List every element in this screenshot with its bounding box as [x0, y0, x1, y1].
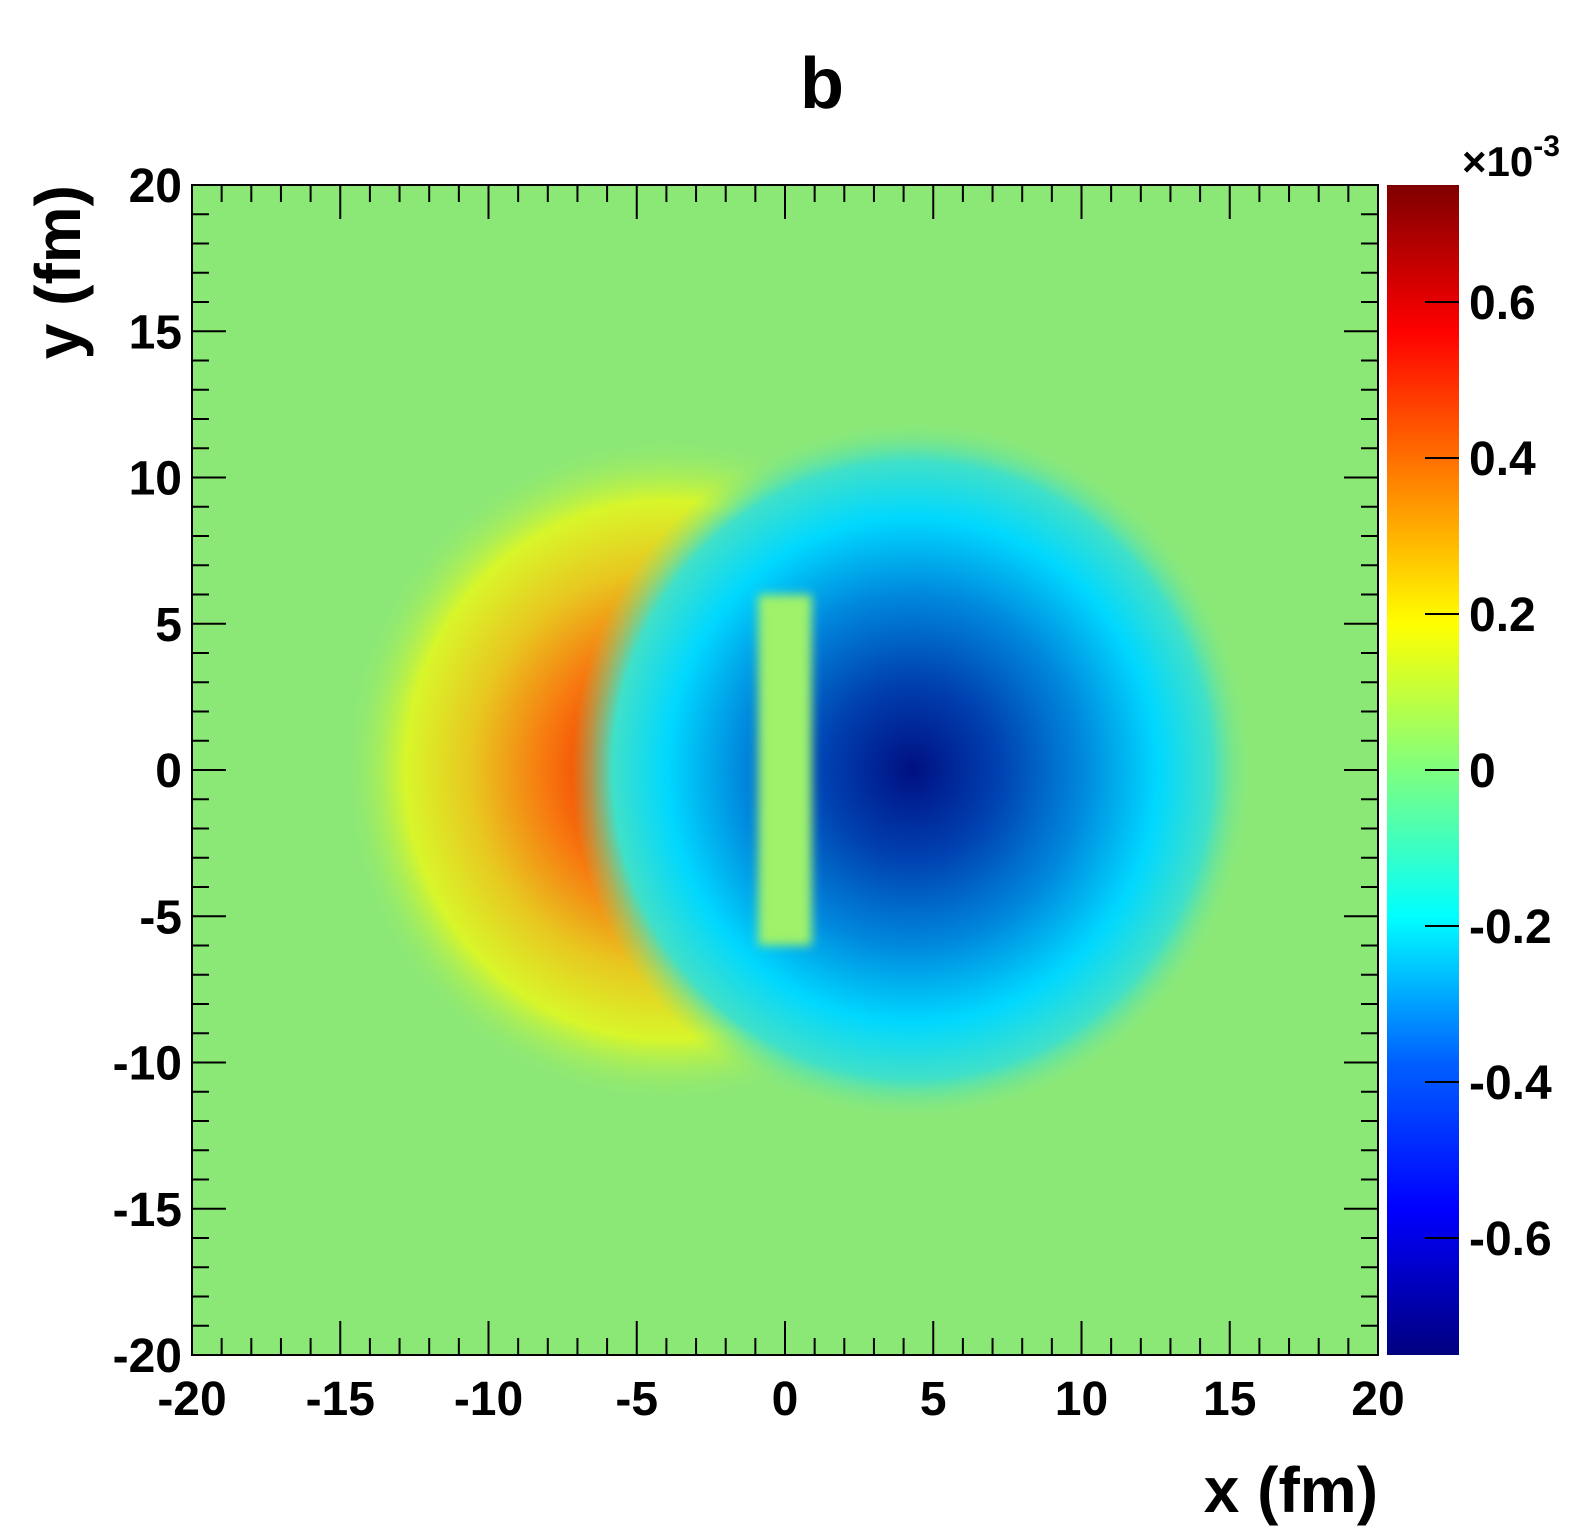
y-tick-label: -5	[139, 891, 182, 944]
y-tick-label: 10	[129, 453, 182, 506]
chart-title: b	[800, 44, 844, 124]
y-tick-label: -20	[113, 1330, 182, 1383]
x-tick-label: 15	[1203, 1373, 1256, 1426]
colorbar-exponent-power: -3	[1533, 130, 1560, 163]
y-tick-label: 20	[129, 160, 182, 213]
colorbar-exponent: ×10-3	[1462, 130, 1560, 185]
x-tick-label: 10	[1055, 1373, 1108, 1426]
heatmap-negative-lobe	[571, 419, 1254, 1121]
heatmap-zero-crossing	[758, 594, 812, 946]
x-tick-label: 5	[920, 1373, 947, 1426]
colorbar-tick-label: -0.2	[1469, 901, 1552, 954]
y-tick-label: -10	[113, 1038, 182, 1091]
x-tick-label: -5	[615, 1373, 658, 1426]
x-tick-label: -10	[454, 1373, 523, 1426]
colorbar-tick-label: 0	[1469, 745, 1496, 798]
y-axis: -20 -15 -10 -5 0 5 10 15 20	[113, 160, 1378, 1383]
y-tick-label: 15	[129, 306, 182, 359]
x-axis: -20 -15 -10 -5 0 5 10 15 20	[157, 185, 1405, 1426]
y-tick-label: 0	[155, 745, 182, 798]
x-axis-label: x (fm)	[1204, 1454, 1378, 1526]
colorbar-tick-label: 0.6	[1469, 277, 1536, 330]
colorbar-tick-label: 0.2	[1469, 589, 1536, 642]
x-tick-label: -15	[306, 1373, 375, 1426]
colorbar-tick-label: -0.4	[1469, 1057, 1552, 1110]
y-tick-label: 5	[155, 599, 182, 652]
colorbar-exponent-base: ×10	[1462, 138, 1533, 185]
colorbar-axis: -0.6 -0.4 -0.2 0 0.2 0.4 0.6	[1425, 277, 1552, 1266]
heatmap-field	[340, 419, 1254, 1121]
colorbar-tick-label: -0.6	[1469, 1213, 1552, 1266]
colorbar-tick-label: 0.4	[1469, 433, 1536, 486]
y-axis-label: y (fm)	[22, 185, 94, 359]
y-tick-label: -15	[113, 1184, 182, 1237]
x-tick-label: -20	[157, 1373, 226, 1426]
x-tick-label: 0	[772, 1373, 799, 1426]
x-tick-label: 20	[1351, 1373, 1404, 1426]
